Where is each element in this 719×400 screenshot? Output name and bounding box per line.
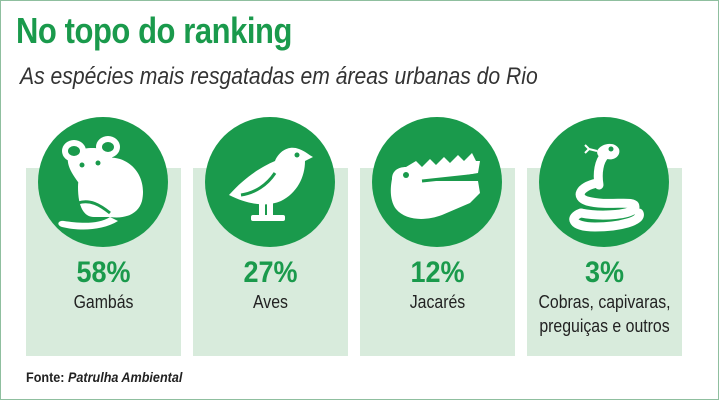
page-title: No topo do ranking <box>16 10 293 51</box>
pct-opossums: 58% <box>76 256 131 289</box>
pct-others: 3% <box>584 256 625 289</box>
label-others: Cobras, capivaras, preguiças e outros <box>536 290 672 338</box>
source-prefix: Fonte: <box>26 369 65 385</box>
alligator-icon <box>372 117 502 247</box>
pct-alligators: 12% <box>410 256 465 289</box>
pct-birds: 27% <box>243 256 298 289</box>
label-opossums: Gambás <box>35 290 171 314</box>
source-name: Patrulha Ambiental <box>67 369 183 385</box>
label-birds: Aves <box>202 290 338 314</box>
source-note: Fonte: Patrulha Ambiental <box>26 369 182 385</box>
label-line: Jacarés <box>409 292 466 312</box>
label-line: Aves <box>253 292 288 312</box>
label-line: preguiças e outros <box>539 316 670 336</box>
opossum-icon <box>38 117 168 247</box>
bird-icon <box>205 117 335 247</box>
page-subtitle: As espécies mais resgatadas em áreas urb… <box>20 63 538 90</box>
label-line: Cobras, capivaras, <box>538 292 671 312</box>
snake-icon <box>539 117 669 247</box>
label-alligators: Jacarés <box>369 290 505 314</box>
label-line: Gambás <box>73 292 134 312</box>
